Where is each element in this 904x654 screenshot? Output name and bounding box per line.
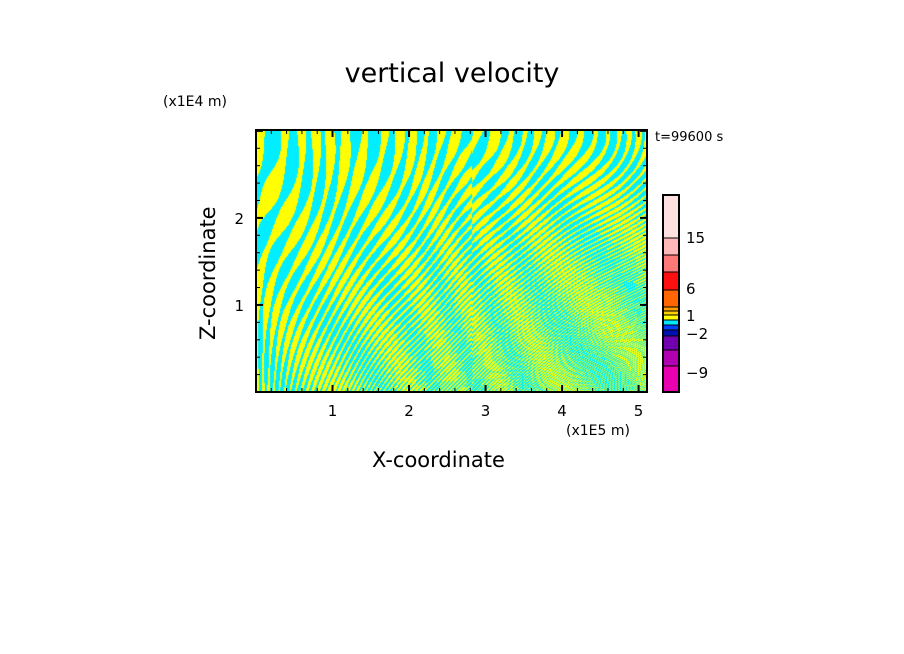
colorbar-segment [662,329,680,337]
colorbar-segment [662,319,680,326]
colorbar-label: 6 [686,280,696,298]
plot-border [255,129,648,393]
y-tick-label: 2 [234,210,244,228]
y-tick-label: 1 [234,297,244,315]
colorbar-segment [662,335,680,351]
colorbar-segment [662,271,680,291]
colorbar-segment [662,306,680,312]
colorbar-segment [662,289,680,308]
colorbar-label: −2 [686,325,708,343]
colorbar-segment [662,254,680,273]
velocity-field [256,130,647,392]
time-label: t=99600 s [655,130,724,145]
x-tick-label: 2 [404,402,414,420]
colorbar-label: 1 [686,307,696,325]
colorbar-segment [662,365,680,393]
x-axis-label: X-coordinate [372,448,505,472]
colorbar-label: 15 [686,229,705,247]
x-tick-label: 5 [634,402,644,420]
y-axis-unit: (x1E4 m) [163,94,227,110]
colorbar-segment [662,237,680,256]
x-tick-label: 3 [481,402,491,420]
chart-title: vertical velocity [344,58,560,89]
colorbar-segment [662,324,680,331]
x-axis-unit: (x1E5 m) [566,423,630,439]
colorbar-label: −9 [686,364,708,382]
colorbar-segment [662,310,680,316]
x-tick-label: 1 [328,402,338,420]
colorbar-border [662,194,680,393]
colorbar-segment [662,349,680,367]
x-tick-label: 4 [557,402,567,420]
colorbar-segment [662,194,680,239]
colorbar-segment [662,314,680,321]
